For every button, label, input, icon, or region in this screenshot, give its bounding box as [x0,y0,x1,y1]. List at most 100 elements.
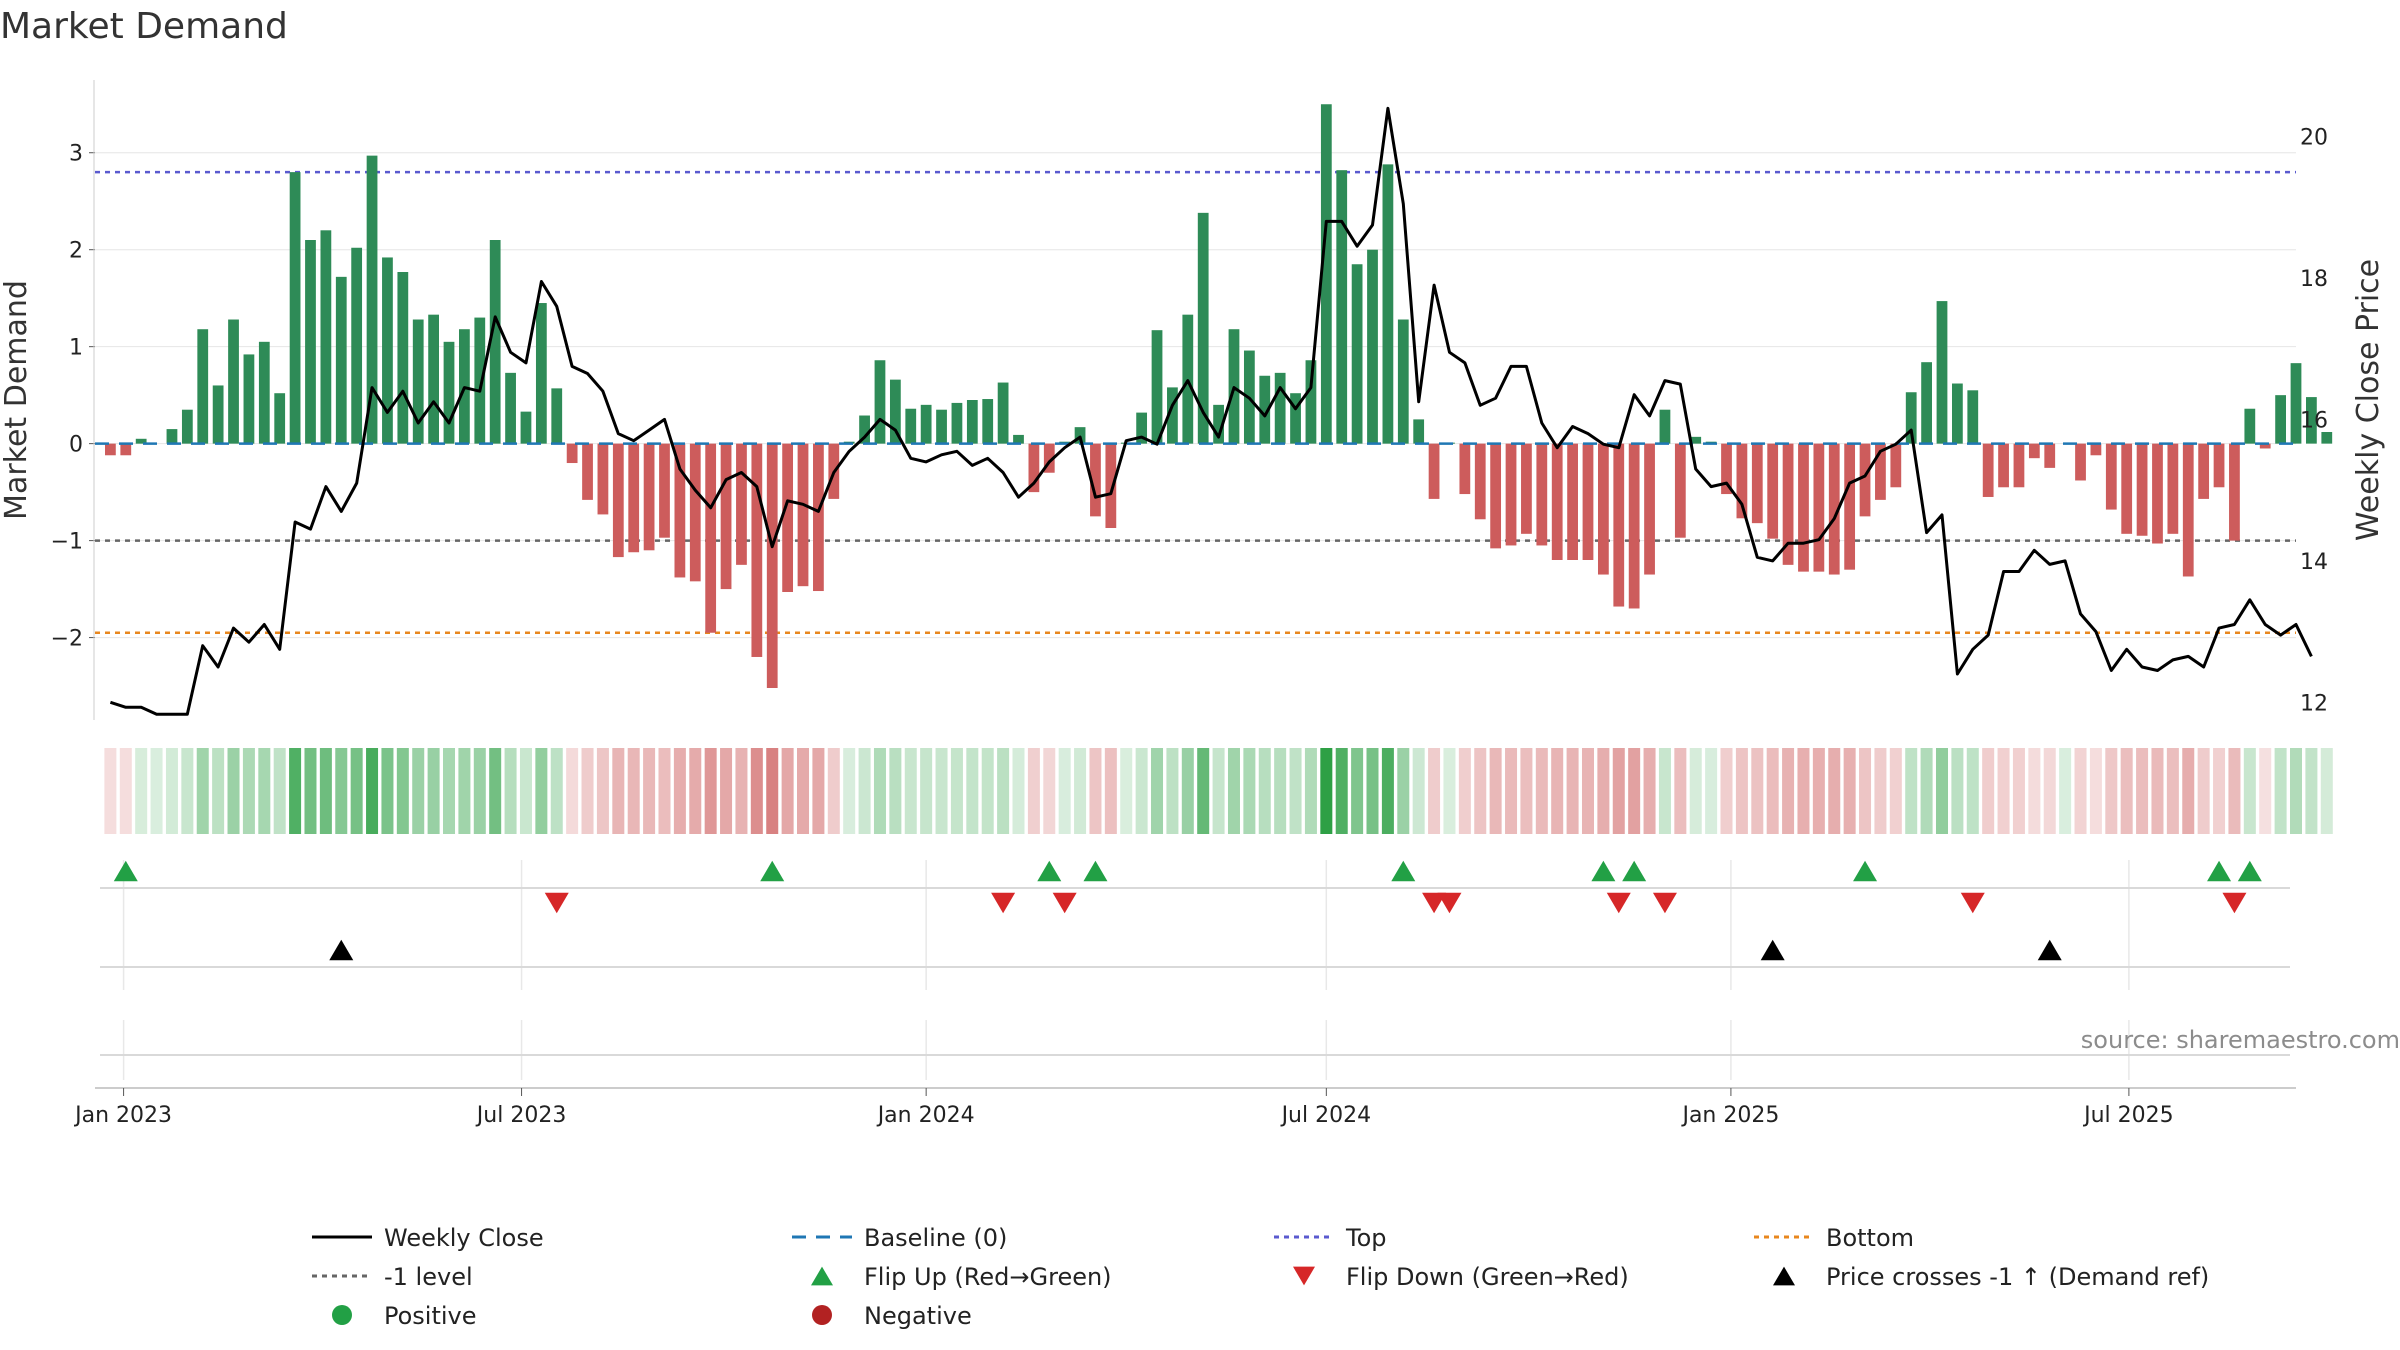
heat-cell [596,748,609,834]
heat-cell [304,748,317,834]
heat-cell [1735,748,1748,834]
demand-bar-positive [889,379,901,444]
heat-cell [1782,748,1795,834]
demand-bar-positive [2290,363,2302,444]
demand-bar-negative [1551,443,1563,560]
flip-up-marker [1037,860,1062,882]
heat-cell [443,748,456,834]
demand-bar-positive [1136,412,1148,444]
x-axis: Jan 2023 Jul 2023 Jan 2024 Jul 2024 Jan 2025… [73,1087,2296,1128]
heat-cell [843,748,856,834]
source-note: source: sharemaestro.com [2081,1026,2400,1054]
x-tick-label: Jul 2023 [475,1103,567,1128]
heat-cell [2166,748,2179,834]
heat-cell [1905,748,1918,834]
legend-item-flip-up-red-green: Flip Up (Red→Green) [811,1263,1112,1291]
y-tick-left: 0 [69,433,83,458]
heat-cell [920,748,933,834]
heat-cell [2259,748,2272,834]
demand-bar-positive [243,354,255,444]
legend-item-bottom: Bottom [1754,1224,1914,1252]
heat-cell [2289,748,2303,834]
heat-cell [1751,748,1764,834]
x-tick-label: Jan 2024 [876,1103,975,1128]
flip-up-marker [2237,860,2262,882]
chart-title: Market Demand [0,6,288,47]
heat-cell [2151,748,2164,834]
heat-cell [104,748,117,834]
heat-cell [2043,748,2056,834]
heat-cell [812,748,825,834]
demand-bar-negative [1613,443,1625,607]
demand-bar-positive [535,303,547,444]
heat-cell [1458,748,1471,834]
y-tick-right: 12 [2300,691,2328,716]
demand-bar-negative [1536,443,1548,546]
heat-cell [1705,748,1718,834]
heat-cell [1412,748,1425,834]
heat-cell [2120,748,2133,834]
y-tick-right: 14 [2300,550,2328,575]
heat-cell [135,748,148,834]
heat-cell [1597,748,1610,834]
heat-cell [1674,748,1687,834]
heat-cell [766,748,779,834]
demand-bar-negative [1767,443,1779,539]
legend-label: Top [1345,1224,1387,1252]
legend-label: Positive [384,1302,477,1330]
demand-bar-positive [505,372,516,444]
demand-bar-positive [859,415,870,444]
flip-down-marker [1422,892,1447,914]
demand-bar-positive [2275,395,2286,444]
demand-bar-negative [597,443,609,515]
price-cross-marker [329,939,354,961]
demand-bar-negative [1828,443,1840,575]
heat-cell [981,748,994,834]
demand-bar-negative [612,443,624,558]
demand-bar-positive [289,172,301,444]
heat-cell [689,748,702,834]
heat-cell [1397,748,1410,834]
heat-cell [181,748,194,834]
heat-cell [1366,748,1379,834]
heat-cell [335,748,348,834]
demand-bar-positive [489,240,501,444]
legend-swatch [332,1305,352,1325]
legend-swatch [811,1266,833,1286]
heat-cell [227,748,240,834]
demand-bar-positive [474,317,486,444]
demand-bar-negative [1844,443,1856,570]
y-tick-left: 2 [69,239,83,264]
heat-cell [935,748,948,834]
heat-cell [150,748,163,834]
heat-cell [2228,748,2241,834]
demand-bar-negative [1428,443,1440,499]
demand-bar-negative [2013,443,2025,488]
demand-bar-positive [305,240,316,444]
heat-cell [750,748,763,834]
demand-bar-positive [2321,432,2333,444]
heat-cell [2274,748,2287,834]
demand-bar-negative [1859,443,1871,517]
heat-cell [627,748,640,834]
demand-bar-positive [1320,104,1332,444]
demand-bar-negative [1751,443,1763,524]
demand-bar-negative [1505,443,1517,546]
demand-bar-positive [258,341,270,444]
weekly-close-polyline [109,106,2313,716]
legend-swatch [1293,1266,1315,1286]
heat-cell [1135,748,1148,834]
heat-cell [412,748,425,834]
x-tick-label: Jan 2023 [73,1103,172,1128]
x-tick-label: Jan 2025 [1680,1103,1779,1128]
flip-down-marker [1052,892,1077,914]
demand-bar-negative [2028,443,2040,459]
demand-bar-negative [566,443,578,464]
demand-bar-negative [582,443,593,500]
demand-bar-negative [751,443,763,657]
demand-bar-positive [212,385,224,444]
y-tick-left: −1 [51,530,83,555]
heat-cell [242,748,255,834]
heat-cell [165,748,178,834]
legend-label: Price crosses -1 ↑ (Demand ref) [1826,1263,2209,1291]
